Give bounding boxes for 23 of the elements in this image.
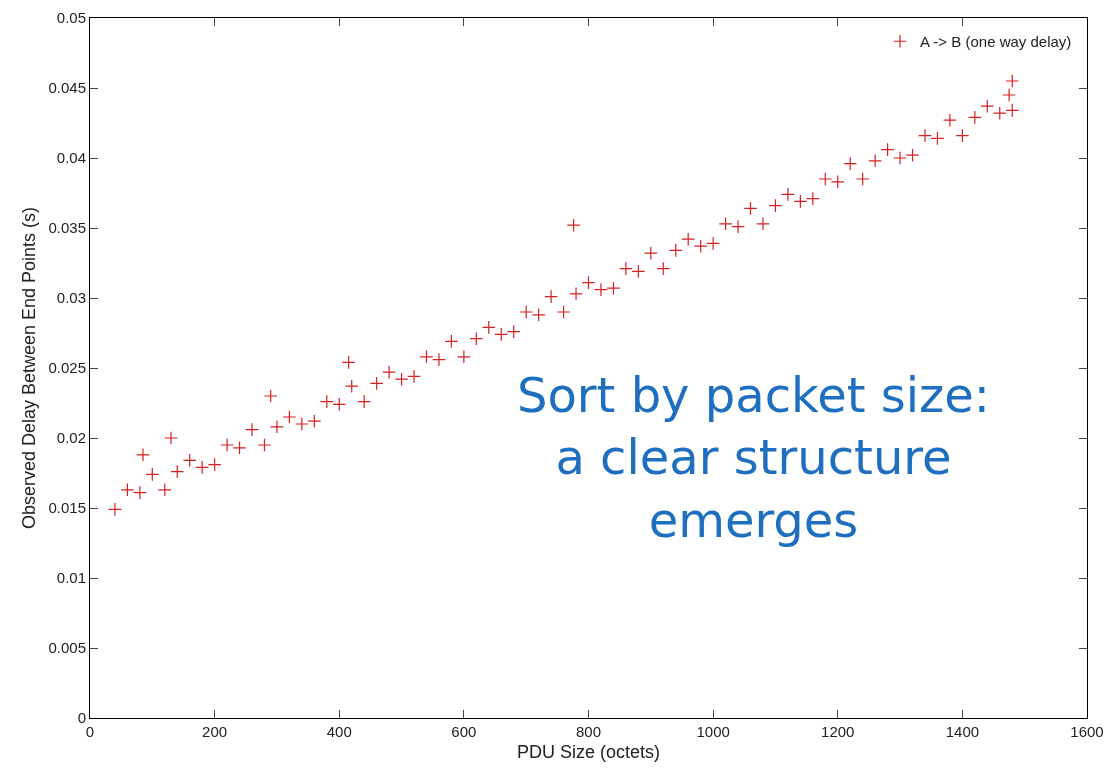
y-tick-label: 0.01 <box>56 569 86 587</box>
y-tick-label: 0.04 <box>56 149 86 167</box>
x-tick-label: 1400 <box>945 723 980 740</box>
x-tick-label: 200 <box>202 723 228 740</box>
y-tick-label: 0.045 <box>48 79 86 97</box>
legend-label: A -> B (one way delay) <box>920 33 1072 51</box>
y-tick-label: 0.025 <box>48 359 86 377</box>
y-tick-label: 0.05 <box>56 9 86 27</box>
y-axis-title: Observed Delay Between End Points (s) <box>18 206 39 530</box>
y-tick-label: 0.03 <box>56 289 86 307</box>
y-tick-label: 0.015 <box>48 499 86 517</box>
y-tick-label: 0.02 <box>56 429 86 447</box>
y-tick-label: 0 <box>77 709 86 727</box>
x-axis-title: PDU Size (octets) <box>516 742 661 763</box>
y-tick-label: 0.035 <box>48 219 86 237</box>
x-tick-label: 1200 <box>821 723 855 740</box>
x-tick-label: 1600 <box>1070 723 1104 740</box>
annotation: Sort by packet size: a clear structure emerges <box>517 367 990 548</box>
x-tick-label: 600 <box>451 723 477 740</box>
x-tick-label: 400 <box>326 723 352 740</box>
x-tick-label: 800 <box>575 723 602 740</box>
y-tick-label: 0.005 <box>48 639 86 657</box>
x-tick-label: 1000 <box>696 723 730 740</box>
